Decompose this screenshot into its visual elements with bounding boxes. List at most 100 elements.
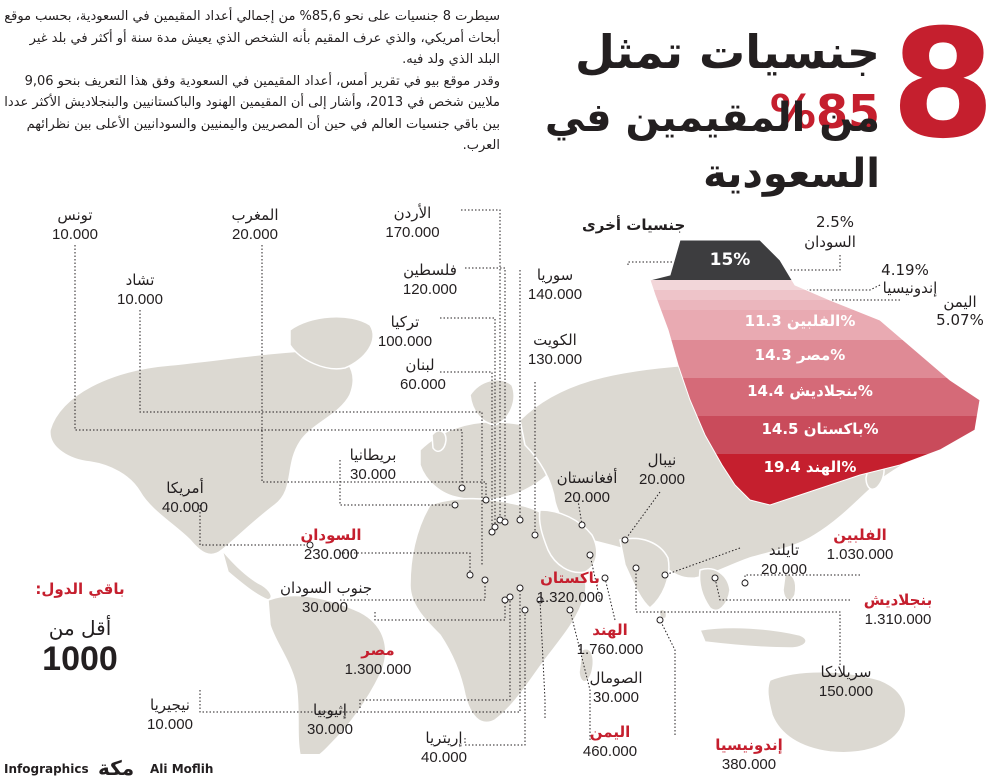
map-madagascar — [578, 648, 594, 683]
label-morocco-name: المغرب — [231, 206, 279, 224]
label-srilanka-name: سريلانكا — [820, 663, 872, 681]
label-nigeria: نيجيريا 10.000 — [135, 695, 205, 735]
label-south-sudan: جنوب السودان 30.000 — [280, 578, 373, 618]
label-chad-value: 10.000 — [117, 291, 163, 308]
share-yemen-pct: 5.07% — [936, 311, 984, 329]
label-yemen-value: 460.000 — [582, 743, 638, 760]
label-bangladesh-name: بنجلاديش — [863, 591, 933, 609]
headline-line1: جنسيات تمثل 85% — [520, 22, 880, 142]
label-tunisia-name: تونس — [57, 206, 93, 224]
band-label-1: مصر 14.3% — [754, 346, 846, 364]
label-lebanon-name: لبنان — [405, 356, 435, 374]
footer-logo: مكة — [98, 756, 135, 780]
intro-paragraph-2: وقدر موقع بيو في تقرير أمس، أعداد المقيم… — [4, 73, 500, 154]
label-somalia-name: الصومال — [589, 669, 643, 687]
label-nigeria-name: نيجيريا — [150, 696, 190, 714]
label-ethiopia-name: إثيوبيا — [313, 701, 347, 719]
label-palestine: فلسطين 120.000 — [395, 260, 465, 300]
others-title: جنسيات أخرى — [582, 216, 686, 234]
map-north-america — [49, 349, 354, 556]
label-philippines-value: 1.030.000 — [826, 546, 894, 563]
band-label-4: الهند 19.4% — [763, 458, 857, 476]
label-indonesia-name: إندونيسيا — [715, 736, 783, 754]
headline-line1-text: جنسيات تمثل — [575, 25, 880, 79]
share-sudan-pct: 2.5% — [815, 213, 855, 231]
other-countries-value: 1000 — [42, 640, 118, 678]
band-label-3: باكستان 14.5% — [761, 420, 879, 438]
label-egypt-name: مصر — [361, 641, 395, 659]
label-nepal: نيبال 20.000 — [632, 450, 692, 490]
label-eritrea-name: إريتريا — [425, 729, 463, 747]
saudi-shape — [650, 240, 980, 506]
headline-pct: 85% — [769, 85, 880, 139]
other-countries-box: باقي الدول: أقل من 1000 — [30, 580, 130, 679]
label-kuwait-value: 130.000 — [527, 351, 583, 368]
label-syria-value: 140.000 — [527, 286, 583, 303]
label-india-name: الهند — [592, 621, 628, 639]
share-yemen-name: اليمن — [943, 293, 977, 311]
footer-infographics: Infographics — [4, 762, 89, 776]
map-south-america — [267, 594, 387, 761]
leader-dots — [306, 278, 789, 624]
label-india-value: 1.760.000 — [576, 641, 644, 658]
label-somalia-value: 30.000 — [593, 689, 639, 706]
label-america-value: 40.000 — [162, 499, 208, 516]
label-jordan-name: الأردن — [393, 204, 432, 222]
label-eritrea: إريتريا 40.000 — [414, 728, 474, 768]
headline-number: 8 — [890, 0, 996, 172]
label-afghanistan-value: 20.000 — [564, 489, 610, 506]
share-indonesia-name: إندونيسيا — [882, 279, 938, 297]
label-sudan: السودان 230.000 — [296, 525, 366, 565]
map-philippines — [782, 573, 797, 602]
label-jordan: الأردن 170.000 — [365, 203, 460, 243]
label-south-sudan-name: جنوب السودان — [280, 579, 373, 597]
label-chad-name: تشاد — [125, 271, 155, 289]
map-central-america — [221, 549, 273, 601]
label-pakistan: باكستان 1.320.000 — [530, 568, 610, 608]
label-bangladesh-value: 1.310.000 — [864, 611, 932, 628]
label-palestine-name: فلسطين — [403, 261, 457, 279]
label-kuwait-name: الكويت — [533, 331, 577, 349]
label-egypt: مصر 1.300.000 — [338, 640, 418, 680]
label-yemen-name: اليمن — [589, 723, 631, 741]
label-pakistan-value: 1.320.000 — [536, 589, 604, 606]
map-britain — [431, 430, 447, 452]
map-scandinavia — [469, 379, 515, 426]
label-tunisia-value: 10.000 — [52, 226, 98, 243]
saudi-shares-graphic: 15% الفلبين 11.3% مصر 14.3% بنجلاديش 14.… — [650, 240, 980, 515]
label-afghanistan: أفغانستان 20.000 — [552, 468, 622, 508]
label-ethiopia: إثيوبيا 30.000 — [300, 700, 360, 740]
label-pakistan-name: باكستان — [540, 569, 600, 587]
label-jordan-value: 170.000 — [385, 224, 440, 241]
intro-paragraph-1: سيطرت 8 جنسيات على نحو 85,6% من إجمالي أ… — [4, 9, 500, 67]
headline-line2: من المقيمين في السعودية — [544, 95, 880, 197]
label-nepal-name: نيبال — [647, 451, 677, 469]
label-thailand-name: تايلند — [768, 541, 800, 559]
band-label-2: بنجلاديش 14.4% — [747, 382, 873, 400]
band-label-0: الفلبين 11.3% — [744, 312, 856, 330]
share-sudan-name: السودان — [804, 233, 856, 251]
map-india — [619, 537, 670, 609]
label-britain-value: 30.000 — [350, 466, 396, 483]
label-thailand-value: 20.000 — [761, 561, 807, 578]
label-india: الهند 1.760.000 — [570, 620, 650, 660]
label-palestine-value: 120.000 — [402, 281, 458, 298]
label-turkey: تركيا 100.000 — [370, 312, 440, 352]
label-morocco-value: 20.000 — [232, 226, 278, 243]
label-tunisia: تونس 10.000 — [40, 205, 110, 245]
label-america-name: أمريكا — [166, 479, 204, 497]
label-syria-name: سوريا — [536, 266, 574, 284]
map-indonesia — [698, 626, 807, 649]
label-indonesia-value: 380.000 — [721, 756, 777, 773]
label-morocco: المغرب 20.000 — [215, 205, 295, 245]
footer: Infographics مكة Ali Moflih — [0, 754, 380, 782]
label-turkey-name: تركيا — [390, 313, 420, 331]
label-ethiopia-value: 30.000 — [307, 721, 353, 738]
label-thailand: تايلند 20.000 — [754, 540, 814, 580]
band-yemen — [650, 300, 980, 310]
label-nepal-value: 20.000 — [639, 471, 685, 488]
label-eritrea-value: 40.000 — [421, 749, 467, 766]
other-countries-less-than: أقل من — [48, 616, 112, 640]
label-south-sudan-value: 30.000 — [302, 599, 348, 616]
